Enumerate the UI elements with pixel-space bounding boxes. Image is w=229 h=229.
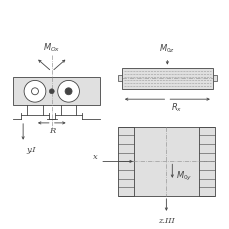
Bar	[121, 68, 212, 90]
Bar	[13, 78, 100, 106]
Text: y.I: y.I	[26, 145, 35, 153]
Circle shape	[31, 88, 38, 95]
Bar	[117, 127, 214, 196]
Text: $M_{0y}$: $M_{0y}$	[175, 170, 192, 183]
Text: $R_{x}$: $R_{x}$	[171, 101, 182, 113]
Text: x: x	[93, 153, 98, 161]
Text: R: R	[49, 126, 55, 134]
Circle shape	[57, 81, 79, 103]
Circle shape	[49, 89, 54, 94]
Bar	[212, 76, 216, 82]
Circle shape	[24, 81, 46, 103]
Text: $M_{Ox}$: $M_{Ox}$	[43, 41, 60, 54]
Text: z.III: z.III	[157, 216, 174, 224]
Bar	[117, 76, 121, 82]
Text: $M_{0z}$: $M_{0z}$	[159, 42, 175, 55]
Circle shape	[65, 88, 72, 95]
